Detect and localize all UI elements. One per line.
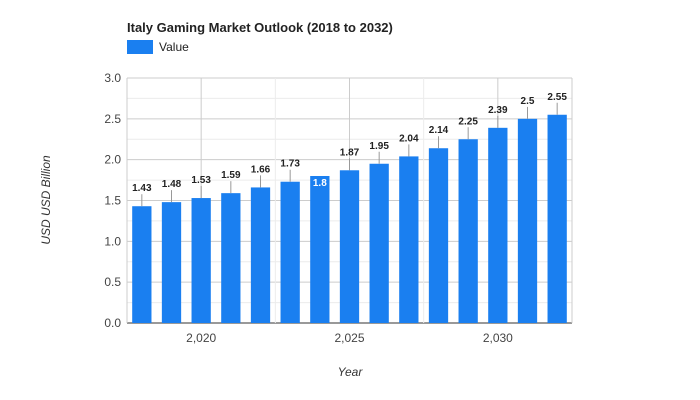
data-label: 1.59: [221, 170, 241, 181]
bar: [488, 127, 508, 323]
x-tick-label: 2,020: [186, 331, 216, 345]
y-tick-label: 0.5: [104, 275, 121, 289]
y-axis-title: USD USD Billion: [39, 155, 53, 245]
y-tick-label: 2.5: [104, 112, 121, 126]
data-label: 2.14: [429, 125, 449, 136]
data-label: 2.25: [458, 116, 478, 127]
bar: [399, 156, 419, 323]
bar: [428, 148, 449, 323]
y-tick-label: 2.0: [104, 153, 121, 167]
bar: [339, 170, 360, 323]
bar: [369, 163, 389, 323]
data-label: 1.87: [340, 147, 360, 158]
y-tick-label: 0.0: [104, 316, 121, 330]
data-label: 1.43: [132, 183, 152, 194]
legend-label: Value: [159, 40, 189, 54]
bar: [161, 202, 182, 323]
legend-swatch: [127, 40, 153, 54]
bar: [280, 181, 300, 323]
bar: [517, 118, 538, 323]
data-label: 1.95: [369, 141, 389, 152]
data-label: 1.53: [191, 175, 211, 186]
x-tick-label: 2,030: [483, 331, 513, 345]
data-label: 2.39: [488, 105, 508, 116]
y-tick-label: 3.0: [104, 71, 121, 85]
data-label: 2.04: [399, 133, 419, 144]
y-tick-label: 1.0: [104, 234, 121, 248]
x-tick-label: 2,025: [334, 331, 364, 345]
data-label: 2.5: [521, 96, 535, 107]
bar: [547, 114, 567, 323]
bar: [458, 139, 478, 323]
chart-title: Italy Gaming Market Outlook (2018 to 203…: [127, 20, 393, 35]
y-tick-label: 1.5: [104, 194, 121, 208]
bar: [132, 206, 152, 323]
label-layer: 1.43 1.48 1.53 1.59 1.66 1.73 1.8 1.87 1.95 2.04 2…: [132, 92, 567, 207]
bar: [191, 198, 211, 323]
bar: [221, 193, 241, 323]
data-label: 1.48: [162, 179, 182, 190]
axis-layer: 0.0 0.5 1.0 1.5 2.0 2.5 3.0 2,020 2,025 2,030: [104, 71, 513, 345]
data-label: 1.66: [251, 164, 271, 175]
x-axis-title: Year: [338, 365, 364, 379]
bar: [310, 176, 330, 323]
bar: [250, 187, 271, 323]
data-label: 1.73: [280, 159, 300, 170]
bar-layer: [132, 114, 567, 323]
legend: Value: [127, 40, 189, 54]
data-label: 2.55: [547, 92, 567, 103]
data-label: 1.8: [313, 178, 327, 189]
